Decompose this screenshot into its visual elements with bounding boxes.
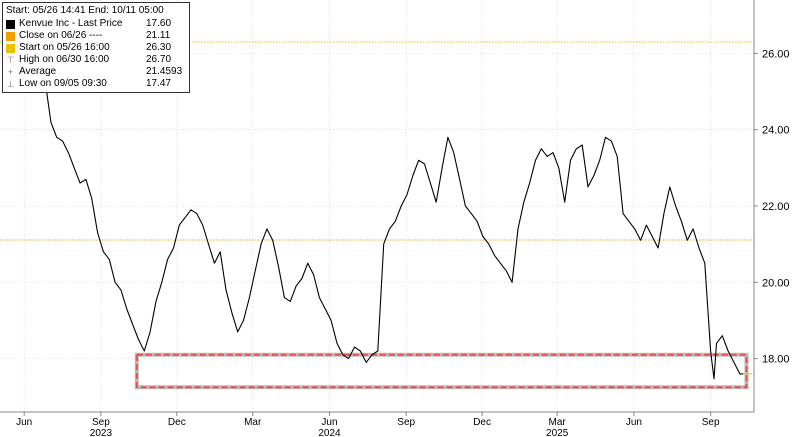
highlight-band <box>134 352 753 390</box>
reference-lines <box>0 41 754 241</box>
legend-box: Start: 05/26 14:41 End: 10/11 05:00 Kenv… <box>2 2 190 93</box>
highlight-band-rect <box>135 353 748 389</box>
legend-row-start: Start on 05/26 16:00 26.30 <box>6 42 186 54</box>
legend-label: Low on 09/05 09:30 <box>19 78 107 89</box>
x-year-label: 2023 <box>90 428 113 437</box>
legend-row-last-price: Kenvue Inc - Last Price 17.60 <box>6 18 186 30</box>
legend-label: High on 06/30 16:00 <box>19 54 110 65</box>
legend-row-average: + Average 21.4593 <box>6 66 186 78</box>
start-swatch <box>6 43 15 53</box>
legend-value: 26.30 <box>146 42 172 53</box>
y-axis-ticks: 18.00 20.00 22.00 24.00 26.00 <box>754 48 790 366</box>
x-tick-label: Jun <box>16 417 32 428</box>
y-tick-label: 18.00 <box>762 354 790 366</box>
highlight-band-shadow <box>134 352 749 390</box>
legend-row-high: ⊤ High on 06/30 16:00 26.70 <box>6 54 186 66</box>
x-tick-label: Jun <box>626 417 642 428</box>
legend-row-low: ⊥ Low on 09/05 09:30 17.47 <box>6 78 186 90</box>
last-price-swatch <box>6 19 15 29</box>
legend-header: Start: 05/26 14:41 End: 10/11 05:00 <box>6 5 164 16</box>
x-tick-label: Sep <box>397 417 415 428</box>
x-tick-label: Dec <box>168 417 186 428</box>
high-marker-icon: ⊤ <box>6 55 15 65</box>
x-tick-label: Mar <box>549 417 567 428</box>
x-tick-label: Jun <box>321 417 337 428</box>
legend-value: 26.70 <box>146 54 172 65</box>
low-marker-icon: ⊥ <box>6 79 15 89</box>
legend-label: Close on 06/26 ---- <box>19 30 103 41</box>
y-tick-label: 26.00 <box>762 48 790 60</box>
legend-value: 17.47 <box>146 78 172 89</box>
price-line <box>18 29 744 380</box>
x-year-label: 2024 <box>318 428 341 437</box>
y-tick-label: 20.00 <box>762 277 790 289</box>
x-tick-label: Sep <box>92 417 110 428</box>
legend-value: 21.4593 <box>146 66 183 77</box>
x-tick-label: Sep <box>702 417 720 428</box>
legend-value: 17.60 <box>146 18 172 29</box>
y-tick-label: 22.00 <box>762 201 790 213</box>
legend-label: Start on 05/26 16:00 <box>19 42 110 53</box>
x-year-label: 2025 <box>546 428 569 437</box>
legend-label: Average <box>19 66 57 77</box>
legend-label: Kenvue Inc - Last Price <box>19 18 123 29</box>
legend-value: 21.11 <box>146 30 171 41</box>
average-marker-icon: + <box>7 67 14 77</box>
legend-row-close: Close on 06/26 ---- 21.11 <box>6 30 186 42</box>
x-tick-label: Mar <box>244 417 262 428</box>
close-swatch <box>6 31 15 41</box>
x-tick-label: Dec <box>473 417 491 428</box>
y-tick-label: 24.00 <box>762 125 790 137</box>
